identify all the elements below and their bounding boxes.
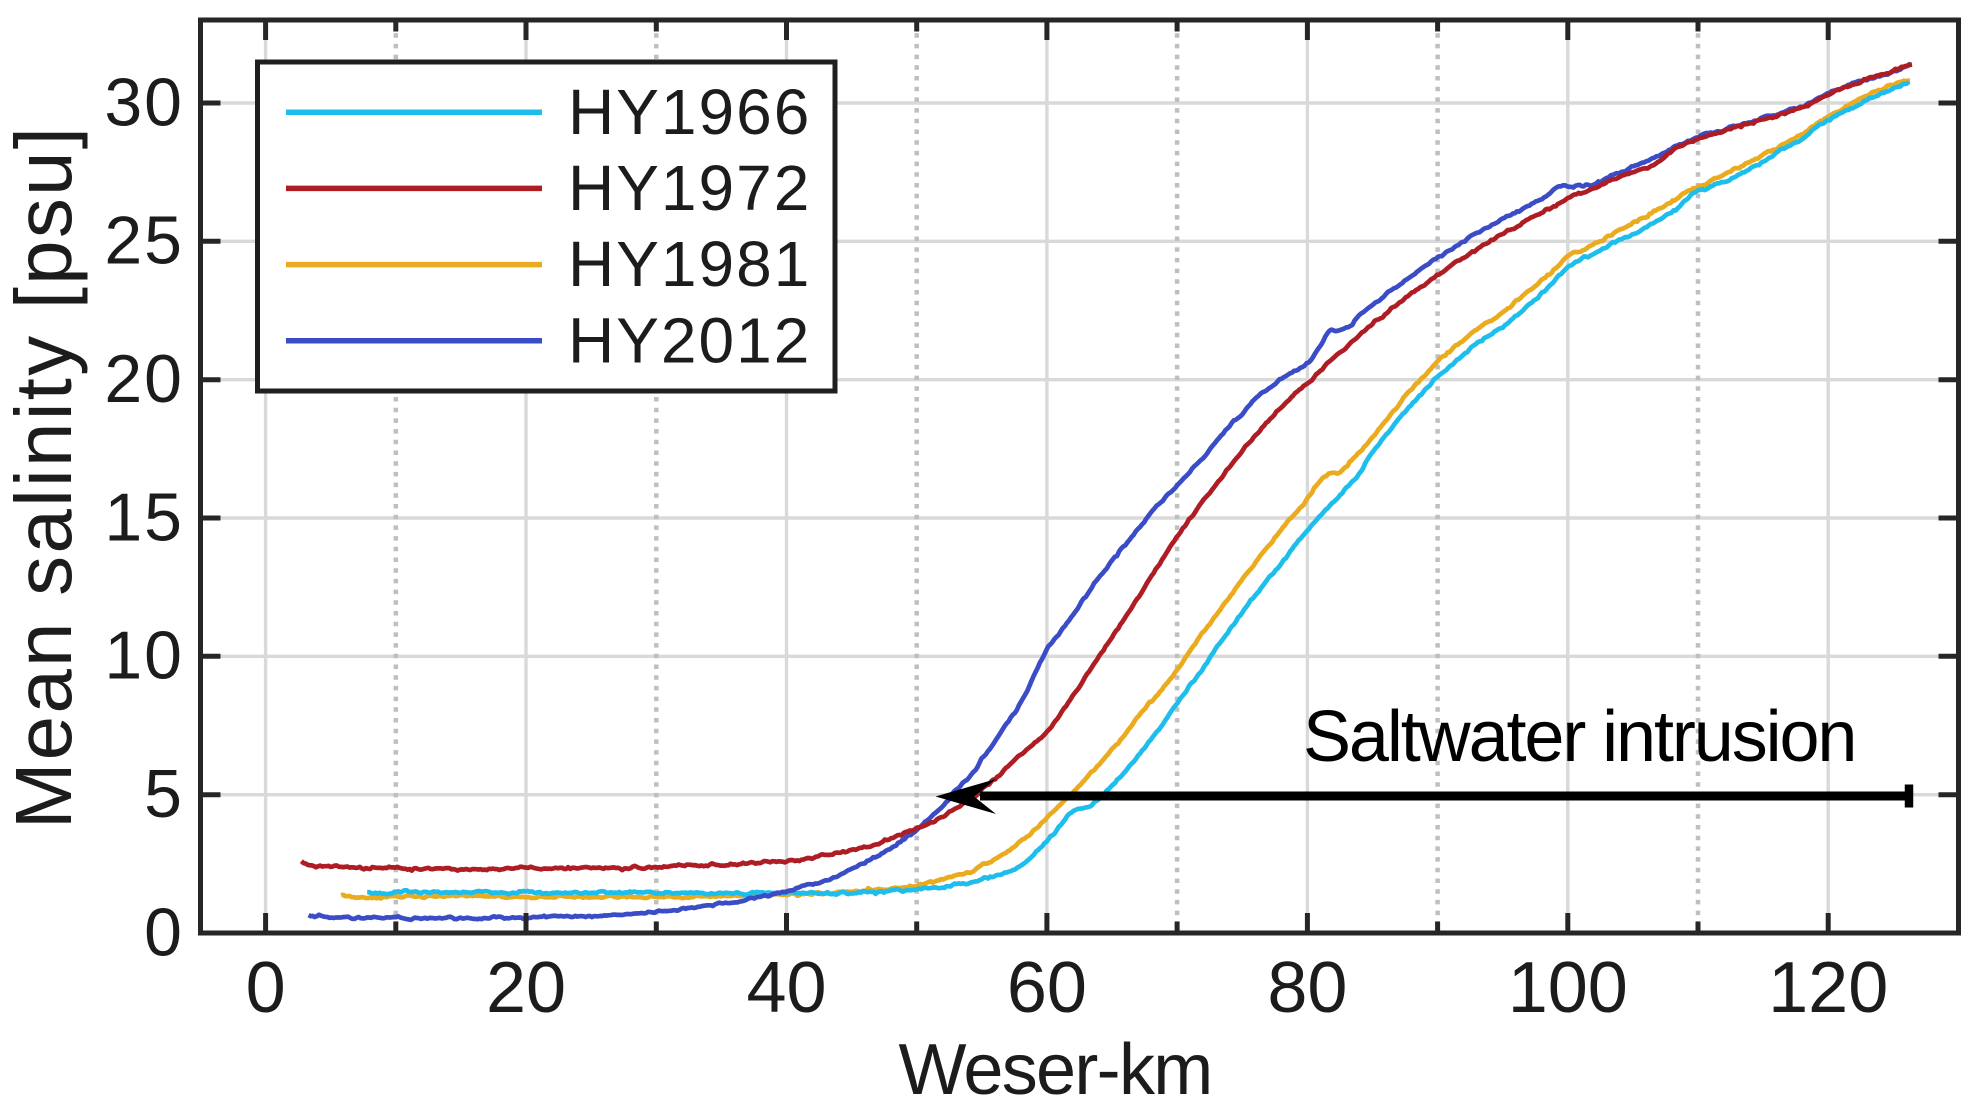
svg-text:30: 30 xyxy=(104,64,184,140)
svg-text:0: 0 xyxy=(246,948,286,1028)
svg-text:40: 40 xyxy=(746,948,826,1028)
svg-text:Weser-km: Weser-km xyxy=(898,1030,1211,1110)
svg-text:120: 120 xyxy=(1768,948,1888,1028)
svg-text:HY1966: HY1966 xyxy=(568,76,811,148)
svg-text:25: 25 xyxy=(104,203,184,279)
svg-text:10: 10 xyxy=(104,618,184,694)
svg-text:0: 0 xyxy=(144,894,184,970)
svg-text:HY2012: HY2012 xyxy=(568,304,811,376)
svg-text:100: 100 xyxy=(1508,948,1628,1028)
svg-text:80: 80 xyxy=(1267,948,1347,1028)
svg-text:20: 20 xyxy=(104,341,184,417)
svg-text:HY1972: HY1972 xyxy=(568,152,811,224)
svg-text:20: 20 xyxy=(486,948,566,1028)
svg-text:15: 15 xyxy=(104,479,184,555)
svg-text:60: 60 xyxy=(1007,948,1087,1028)
svg-text:5: 5 xyxy=(144,756,184,832)
svg-text:Mean salinity [psu]: Mean salinity [psu] xyxy=(0,125,88,829)
svg-text:Saltwater intrusion: Saltwater intrusion xyxy=(1303,697,1855,777)
svg-text:HY1981: HY1981 xyxy=(568,228,811,300)
